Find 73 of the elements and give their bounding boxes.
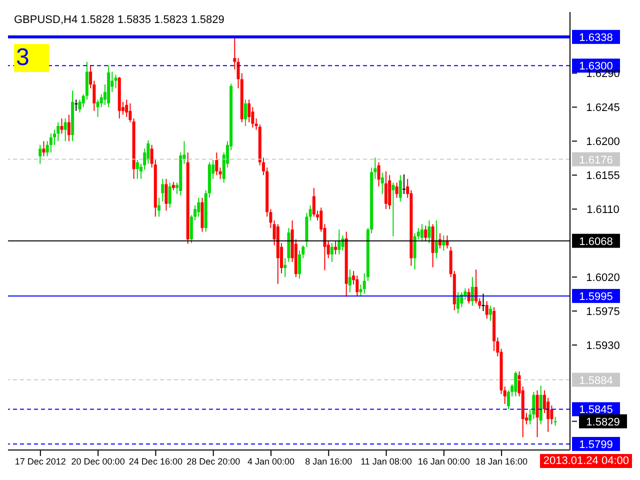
x-tick-label: 28 Dec 20:00 [186,456,240,466]
candlestick [428,220,431,244]
candlestick [215,152,218,176]
candlestick [348,269,352,293]
ref-line-label: 1.6068 [579,236,613,248]
candlestick [284,258,287,278]
candlestick [514,370,518,397]
candlestick [308,204,312,221]
candlestick [164,178,168,212]
ref-line-label: 1.5799 [579,438,613,451]
y-tick-label: 1.5930 [586,340,620,352]
y-tick-label: 1.6155 [586,170,620,182]
candlestick [420,224,424,242]
candlestick [56,122,60,142]
candlestick [334,240,338,255]
y-tick-label: 1.5975 [586,306,620,318]
candlestick [136,160,139,180]
candlestick [434,220,438,259]
candlestick [67,114,70,142]
candlestick [424,225,428,242]
candlestick [536,390,539,438]
candlestick [554,416,557,426]
candlestick [244,99,247,127]
text: 2013.01.24 04:00 [540,454,632,468]
y-tick-label: 1.5829 [586,416,620,428]
candlestick [456,292,460,314]
candlestick [158,197,161,218]
candlestick [380,172,384,194]
x-tick-label: 11 Jan 08:00 [360,456,412,466]
candlestick [384,170,388,210]
y-tick-label: 1.6020 [586,272,620,284]
candlestick [42,140,46,157]
candlestick [74,99,78,112]
candlestick [402,174,406,194]
candlestick [485,300,488,320]
candlestick [488,305,492,322]
candlestick [218,167,222,180]
ref-line-label: 1.6338 [579,32,613,44]
candlestick [114,74,118,89]
candlestick [64,118,67,142]
candlestick [197,197,200,218]
x-tick-label: 16 Jan 00:00 [418,456,470,466]
candlestick [356,275,359,296]
y-tick-label: 1.6245 [586,102,620,114]
candlestick [330,242,334,262]
text: 3 [14,44,50,72]
candlestick [482,293,485,312]
candlestick [168,182,172,208]
candlestick [550,404,554,425]
ref-line-label: 1.5845 [579,404,613,416]
x-tick-label: 24 Dec 16:00 [128,456,182,466]
candlestick [398,174,402,202]
candlestick [312,187,316,218]
y-tick-label: 1.6200 [586,136,620,148]
x-tick-label: 17 Dec 2012 [14,456,66,466]
candlestick [377,162,380,187]
candlestick [49,133,52,153]
y-tick-label: 1.6110 [586,204,620,216]
candlestick [395,182,398,198]
x-tick-label: 20 Dec 00:00 [71,456,125,466]
candlestick [128,102,132,123]
x-tick-label: 8 Jan 16:00 [305,456,352,466]
x-tick-label: 18 Jan 16:00 [476,456,528,466]
candlestick [161,178,164,202]
candlestick [233,37,236,70]
ref-line-label: 1.5995 [579,290,613,303]
candlestick [60,118,64,134]
candlestick [392,182,395,237]
candlestick [338,228,341,255]
x-tick-label: 4 Jan 00:00 [247,456,295,466]
candlestick [470,276,474,306]
chart-title: GBPUSD,H4 1.5828 1.5835 1.5823 1.5829 [14,14,224,26]
candlestick [38,144,42,164]
